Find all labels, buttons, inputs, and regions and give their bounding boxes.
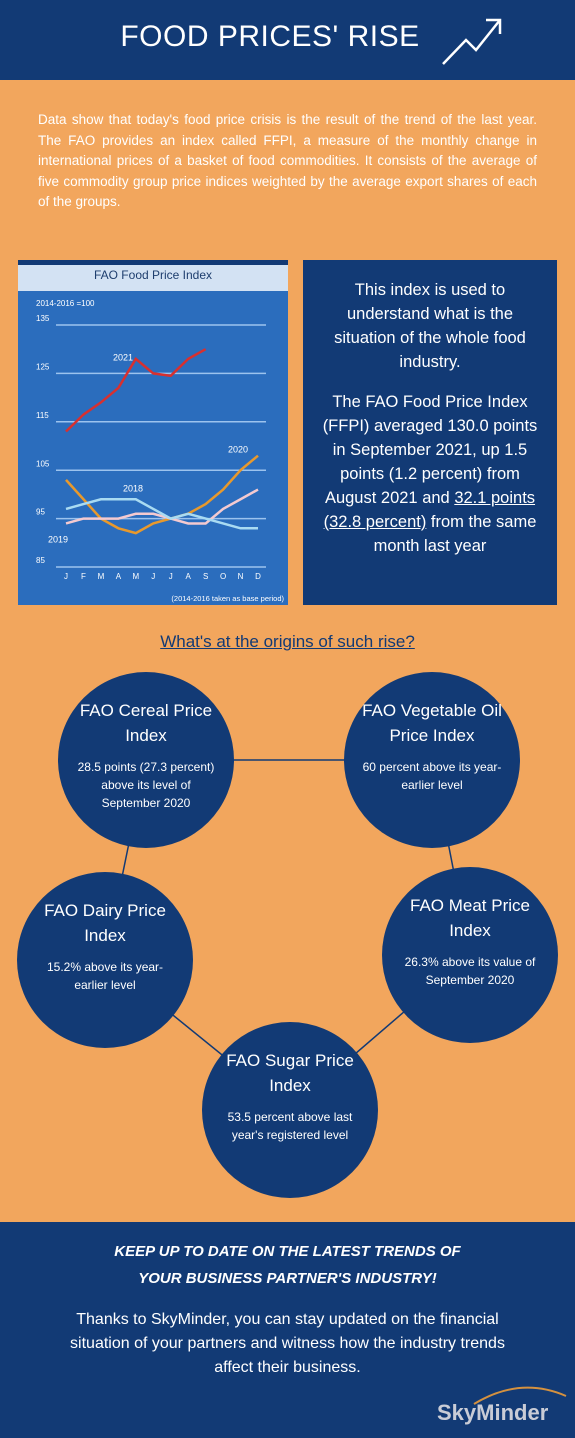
header [0,0,575,80]
footer-heading: KEEP UP TO DATE ON THE LATEST TRENDS OF … [114,1243,461,1287]
text: from the same month last year [373,513,537,555]
node: FAO Cereal Price Index 28.5 points (27.3 … [76,698,216,812]
question: What's at the origins of such rise? [160,632,415,651]
node: FAO Sugar Price Index 53.5 percent above … [220,1048,360,1144]
side-paragraph: The FAO Food Price Index (FFPI) averaged… [321,390,539,558]
x-tick-label: S [203,572,208,581]
side-paragraph: This index is used to understand what is… [334,281,526,371]
y-tick-label: 105 [36,459,50,468]
y-tick-label: 135 [36,314,50,323]
series-label: 2021 [113,352,133,362]
series-line [65,497,258,530]
rise-icon [442,18,502,65]
node-title: FAO Dairy Price Index [44,901,166,945]
chart-band [18,260,288,265]
chart-title: FAO Food Price Index [94,268,212,282]
title: FOOD PRICES' RISE [120,20,420,53]
series-line [65,488,259,525]
series-label: 2020 [228,444,248,454]
x-tick-label: J [169,572,173,581]
node-title: FAO Vegetable Oil Price Index [362,701,502,745]
node-text: 60 percent above its year-earlier level [362,760,502,792]
y-tick-label: 115 [36,411,49,420]
x-tick-label: M [98,572,105,581]
node-text: 53.5 percent above last year's registere… [227,1110,353,1142]
series-line [65,348,207,433]
y-tick-label: 85 [36,556,45,565]
node-title: FAO Sugar Price Index [226,1051,354,1095]
nodes-diagram [17,672,558,1198]
node-text: 15.2% above its year-earlier level [46,960,164,992]
circles [17,672,558,1198]
logo-arc [473,1386,567,1405]
x-tick-label: A [186,572,192,581]
node-title: FAO Meat Price Index [410,896,530,940]
side-box: This index is used to understand what is… [303,260,557,605]
chart-bg [18,260,288,605]
series-label: 2019 [48,534,68,544]
node-text: 28.5 points (27.3 percent) above its lev… [77,760,215,810]
node-text: 26.3% above its value of September 2020 [404,955,536,987]
y-tick-label: 95 [36,508,45,517]
chart: FAO Food Price Index 2014-2016 =100 (201… [18,260,288,605]
node: FAO Vegetable Oil Price Index 60 percent … [362,698,502,794]
x-tick-label: M [132,572,139,581]
node: FAO Meat Price Index 26.3% above its valu… [400,893,540,989]
x-tick-label: A [116,572,122,581]
x-tick-label: D [255,572,261,581]
chart-title-bg [18,265,288,291]
logo: SkyMinder [437,1400,549,1425]
node-title: FAO Cereal Price Index [79,701,213,745]
chart-subtitle: 2014-2016 =100 [36,299,95,308]
text: The FAO Food Price Index (FFPI) averaged… [322,393,538,507]
x-tick-label: F [81,572,86,581]
x-tick-label: N [238,572,244,581]
intro: Data show that today's food price crisis… [38,112,537,209]
x-tick-label: J [64,572,68,581]
series-label: 2018 [123,483,143,493]
x-tick-label: J [151,572,155,581]
series-line [65,454,259,535]
highlight: 32.1 points (32.8 percent) [323,489,536,531]
y-tick-label: 125 [36,363,50,372]
node: FAO Dairy Price Index 15.2% above its yea… [35,898,175,994]
chart-note: (2014-2016 taken as base period) [171,594,284,603]
footer-text: Thanks to SkyMinder, you can stay update… [70,1311,505,1376]
x-tick-label: O [220,572,226,581]
